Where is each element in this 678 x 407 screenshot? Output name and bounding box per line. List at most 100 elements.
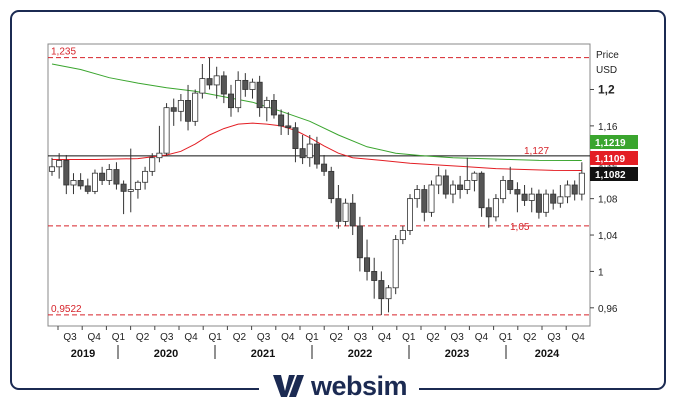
candle bbox=[321, 154, 328, 176]
candle-body bbox=[227, 93, 234, 109]
candle bbox=[464, 157, 471, 195]
candle-body bbox=[185, 100, 192, 122]
candle-body bbox=[149, 157, 156, 172]
candle bbox=[49, 157, 56, 176]
y-tick-label: 1,16 bbox=[598, 122, 618, 133]
candle-body bbox=[299, 148, 306, 159]
candle-body bbox=[99, 172, 106, 181]
year-label: 2019 bbox=[71, 348, 95, 360]
candle-body bbox=[84, 185, 91, 192]
candle bbox=[70, 173, 77, 195]
candle bbox=[120, 180, 127, 215]
candle-body bbox=[292, 127, 299, 150]
candle-body bbox=[371, 271, 378, 281]
candle-body bbox=[478, 172, 485, 209]
candle-body bbox=[492, 198, 499, 218]
candle bbox=[535, 189, 542, 219]
candle bbox=[528, 187, 535, 213]
candle bbox=[328, 166, 335, 204]
candle bbox=[414, 185, 421, 208]
quarter-label: Q1 bbox=[402, 332, 416, 343]
candle bbox=[84, 178, 91, 195]
candle bbox=[421, 185, 428, 222]
brand-logo: websim bbox=[0, 368, 678, 404]
y-tick-label: 1,08 bbox=[598, 195, 618, 206]
candle-body bbox=[392, 239, 399, 289]
candle-body bbox=[378, 280, 385, 300]
candle bbox=[199, 64, 206, 99]
candle-body bbox=[235, 79, 242, 109]
candle bbox=[235, 71, 242, 113]
price-levels: 1,235 1,05 0,9522 1,127 bbox=[48, 47, 590, 316]
candle-body bbox=[514, 189, 521, 195]
candle bbox=[163, 103, 170, 155]
candle-body bbox=[442, 175, 449, 195]
candle bbox=[371, 257, 378, 299]
candle-body bbox=[156, 152, 163, 159]
brand-name: websim bbox=[310, 370, 408, 401]
candle-body bbox=[142, 170, 149, 183]
candle-body bbox=[242, 79, 249, 90]
candle bbox=[142, 166, 149, 190]
quarter-label: Q4 bbox=[184, 332, 198, 343]
currency-label: USD bbox=[596, 65, 617, 76]
candle bbox=[213, 66, 220, 99]
candle-body bbox=[557, 196, 564, 204]
quarter-label: Q4 bbox=[281, 332, 295, 343]
time-axis: Q3 Q4 Q1 Q2 Q3 Q4 Q1 Q2 Q3 Q4 Q1 Q2 Q3 Q4 Q1 Q2 Q3 Q4 Q1 Q2… bbox=[57, 326, 586, 360]
y-tick-label: 1,2 bbox=[598, 82, 615, 96]
candle-body bbox=[49, 166, 56, 172]
candle bbox=[113, 162, 120, 190]
candle bbox=[206, 57, 213, 90]
candle bbox=[306, 134, 313, 167]
quarter-label: Q4 bbox=[475, 332, 489, 343]
candle bbox=[385, 285, 392, 313]
candle bbox=[335, 185, 342, 229]
candle bbox=[134, 180, 141, 199]
candle-body bbox=[564, 184, 571, 198]
candle bbox=[399, 225, 406, 245]
candle-body bbox=[414, 189, 421, 200]
moving-average-line bbox=[51, 63, 582, 161]
candle bbox=[313, 136, 320, 169]
candle bbox=[185, 84, 192, 131]
candle bbox=[220, 71, 227, 104]
quarter-label: Q3 bbox=[547, 332, 561, 343]
candle bbox=[170, 98, 177, 126]
year-label: 2022 bbox=[348, 348, 372, 360]
candle bbox=[428, 180, 435, 217]
websim-logo-icon bbox=[272, 375, 304, 397]
candle-body bbox=[192, 92, 199, 122]
candle bbox=[227, 84, 234, 117]
quarter-label: Q1 bbox=[305, 332, 319, 343]
quarter-label: Q3 bbox=[354, 332, 368, 343]
candle-body bbox=[356, 225, 363, 259]
year-label: 2024 bbox=[535, 348, 560, 360]
candle-body bbox=[63, 160, 70, 186]
candle bbox=[192, 89, 199, 126]
year-label: 2023 bbox=[445, 348, 469, 360]
candle-body bbox=[70, 180, 77, 186]
price-badge bbox=[590, 135, 638, 149]
candle bbox=[364, 239, 371, 281]
candle-body bbox=[349, 202, 356, 227]
candle bbox=[435, 166, 442, 195]
candle-body bbox=[335, 198, 342, 222]
quarter-label: Q2 bbox=[523, 332, 537, 343]
candle bbox=[99, 166, 106, 185]
quarter-label: Q4 bbox=[572, 332, 586, 343]
candle-body bbox=[306, 143, 313, 159]
candle bbox=[378, 271, 385, 316]
candle-body bbox=[471, 172, 478, 181]
candle-body bbox=[364, 257, 371, 272]
quarter-label: Q1 bbox=[112, 332, 126, 343]
candle bbox=[356, 216, 363, 272]
quarter-label: Q2 bbox=[136, 332, 150, 343]
candle-body bbox=[163, 107, 170, 154]
candle bbox=[406, 194, 413, 236]
candle-body bbox=[177, 100, 184, 112]
candle-body bbox=[263, 100, 270, 109]
candle-body bbox=[134, 181, 141, 190]
